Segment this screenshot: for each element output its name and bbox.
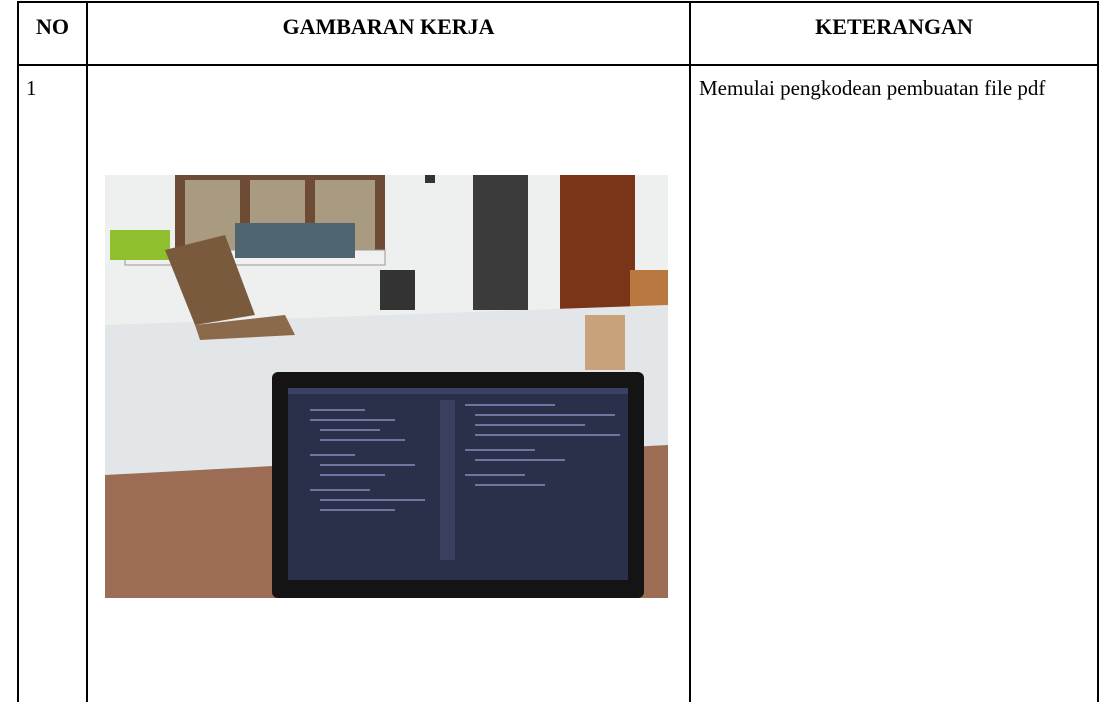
table-border bbox=[1097, 1, 1099, 702]
table-border bbox=[17, 64, 1099, 66]
table-border bbox=[689, 1, 691, 702]
header-cell: GAMBARAN KERJA bbox=[282, 14, 495, 39]
row-number: 1 bbox=[26, 76, 37, 100]
table-border bbox=[17, 1, 19, 702]
table-border bbox=[86, 1, 88, 702]
header-cell: KETERANGAN bbox=[815, 14, 973, 39]
header-cell: NO bbox=[36, 14, 69, 39]
row-description: Memulai pengkodean pembuatan file pdf bbox=[699, 76, 1046, 100]
work-photo bbox=[105, 175, 668, 598]
table-border bbox=[17, 1, 1099, 3]
